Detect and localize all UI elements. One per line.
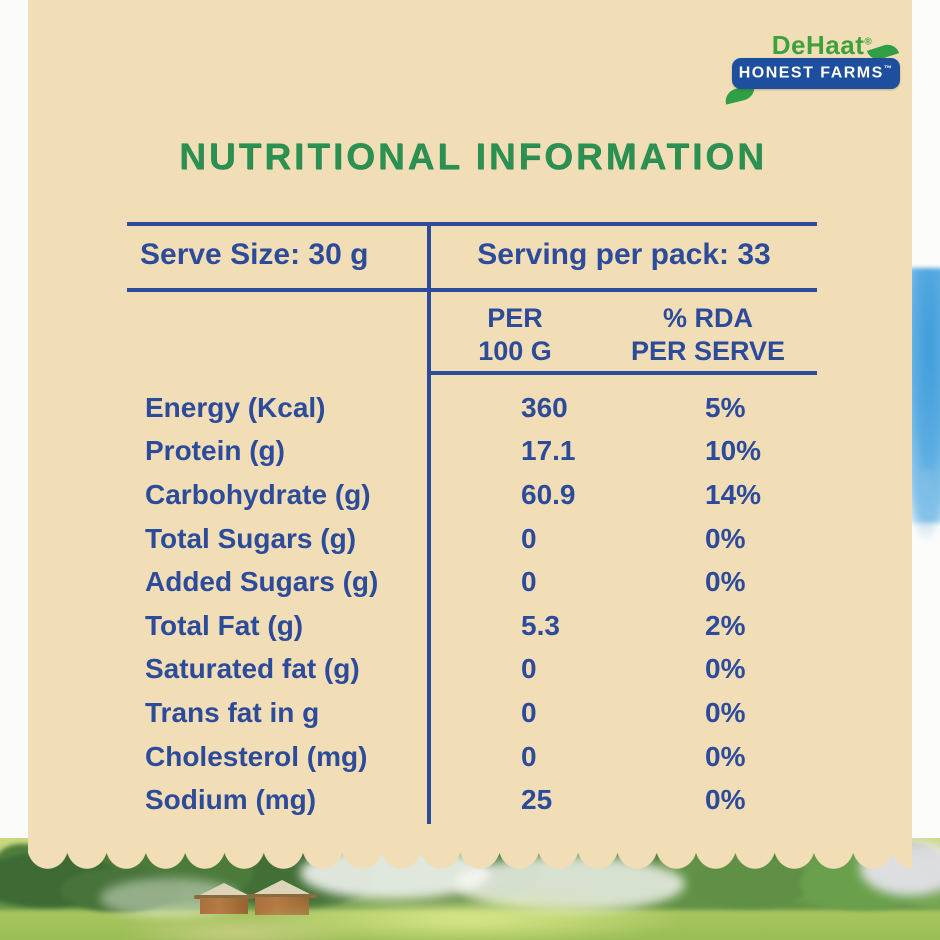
brand-name-text: DeHaat <box>771 30 865 60</box>
table-row: Saturated fat (g) 0 0% <box>127 648 817 692</box>
bush <box>60 868 180 912</box>
hut-roof-edge <box>247 894 317 898</box>
table-row: Protein (g) 17.1 10% <box>127 430 817 474</box>
nutrition-label-panel: DeHaat® HONEST FARMS™ NUTRITIONAL INFORM… <box>28 0 912 846</box>
serving-per-pack-cell: Serving per pack: 33 <box>477 238 771 271</box>
table-rows: Energy (Kcal) 360 5% Protein (g) 17.1 10… <box>127 386 817 822</box>
row-rda-value: 0% <box>705 696 746 728</box>
column-header-line: % RDA <box>662 303 753 333</box>
row-label: Saturated fat (g) <box>145 653 360 685</box>
table-row: Cholesterol (mg) 0 0% <box>127 735 817 779</box>
row-label: Protein (g) <box>145 435 285 467</box>
row-label: Sodium (mg) <box>145 784 317 816</box>
row-rda-value: 5% <box>705 391 746 423</box>
row-per100-value: 0 <box>521 740 537 772</box>
row-label: Trans fat in g <box>145 696 320 728</box>
row-rda-value: 0% <box>705 566 746 598</box>
column-header-line: PER <box>487 303 543 333</box>
row-per100-value: 0 <box>521 653 537 685</box>
table-subheader-rule <box>427 371 817 375</box>
page-title: NUTRITIONAL INFORMATION <box>179 136 767 177</box>
row-per100-value: 360 <box>521 391 568 423</box>
row-label: Added Sugars (g) <box>145 566 379 598</box>
row-rda-value: 14% <box>705 478 762 510</box>
trademark-mark: ™ <box>883 64 894 74</box>
row-label: Energy (Kcal) <box>145 391 326 423</box>
table-row: Sodium (mg) 25 0% <box>127 778 817 822</box>
row-rda-value: 0% <box>705 522 746 554</box>
row-per100-value: 17.1 <box>521 435 576 467</box>
row-rda-value: 0% <box>705 784 746 816</box>
hut-illustration <box>193 883 255 915</box>
table-row: Carbohydrate (g) 60.9 14% <box>127 473 817 517</box>
column-header-line: PER SERVE <box>630 336 786 366</box>
table-row: Energy (Kcal) 360 5% <box>127 386 817 430</box>
row-label: Total Fat (g) <box>145 609 304 641</box>
row-per100-value: 0 <box>521 696 537 728</box>
registered-mark: ® <box>864 36 873 48</box>
row-per100-value: 5.3 <box>521 609 560 641</box>
table-row: Added Sugars (g) 0 0% <box>127 560 817 604</box>
row-label: Carbohydrate (g) <box>145 478 371 510</box>
row-rda-value: 10% <box>705 435 762 467</box>
column-header-per-100g: PER 100 G <box>435 302 595 368</box>
hut-roof-edge <box>193 895 255 899</box>
row-rda-value: 0% <box>705 740 746 772</box>
row-per100-value: 0 <box>521 522 537 554</box>
row-label: Cholesterol (mg) <box>145 740 368 772</box>
row-rda-value: 2% <box>705 609 746 641</box>
table-top-rule <box>127 222 817 226</box>
row-rda-value: 0% <box>705 653 746 685</box>
field-warm-tint <box>120 918 360 940</box>
banner-label: HONEST FARMS <box>738 64 884 82</box>
row-per100-value: 0 <box>521 566 537 598</box>
column-header-rda-per-serve: % RDA PER SERVE <box>598 302 818 368</box>
sky-watercolor-patch-small <box>908 470 940 540</box>
panel-scalloped-edge <box>28 845 912 871</box>
hut-wall <box>200 898 248 914</box>
column-header-line: 100 G <box>478 336 552 366</box>
left-margin-strip <box>0 0 28 846</box>
brand-name: DeHaat® <box>766 30 878 61</box>
row-label: Total Sugars (g) <box>145 522 357 554</box>
row-per100-value: 60.9 <box>521 478 576 510</box>
brand-logo: DeHaat® HONEST FARMS™ <box>722 28 908 108</box>
table-row: Total Fat (g) 5.3 2% <box>127 604 817 648</box>
brand-banner-text: HONEST FARMS™ <box>739 64 894 82</box>
serve-size-cell: Serve Size: 30 g <box>140 238 369 271</box>
table-column-divider <box>427 222 431 824</box>
table-row: Trans fat in g 0 0% <box>127 691 817 735</box>
table-header-rule <box>127 288 817 292</box>
table-row: Total Sugars (g) 0 0% <box>127 517 817 561</box>
brand-banner: HONEST FARMS™ <box>732 58 900 89</box>
row-per100-value: 25 <box>521 784 553 816</box>
